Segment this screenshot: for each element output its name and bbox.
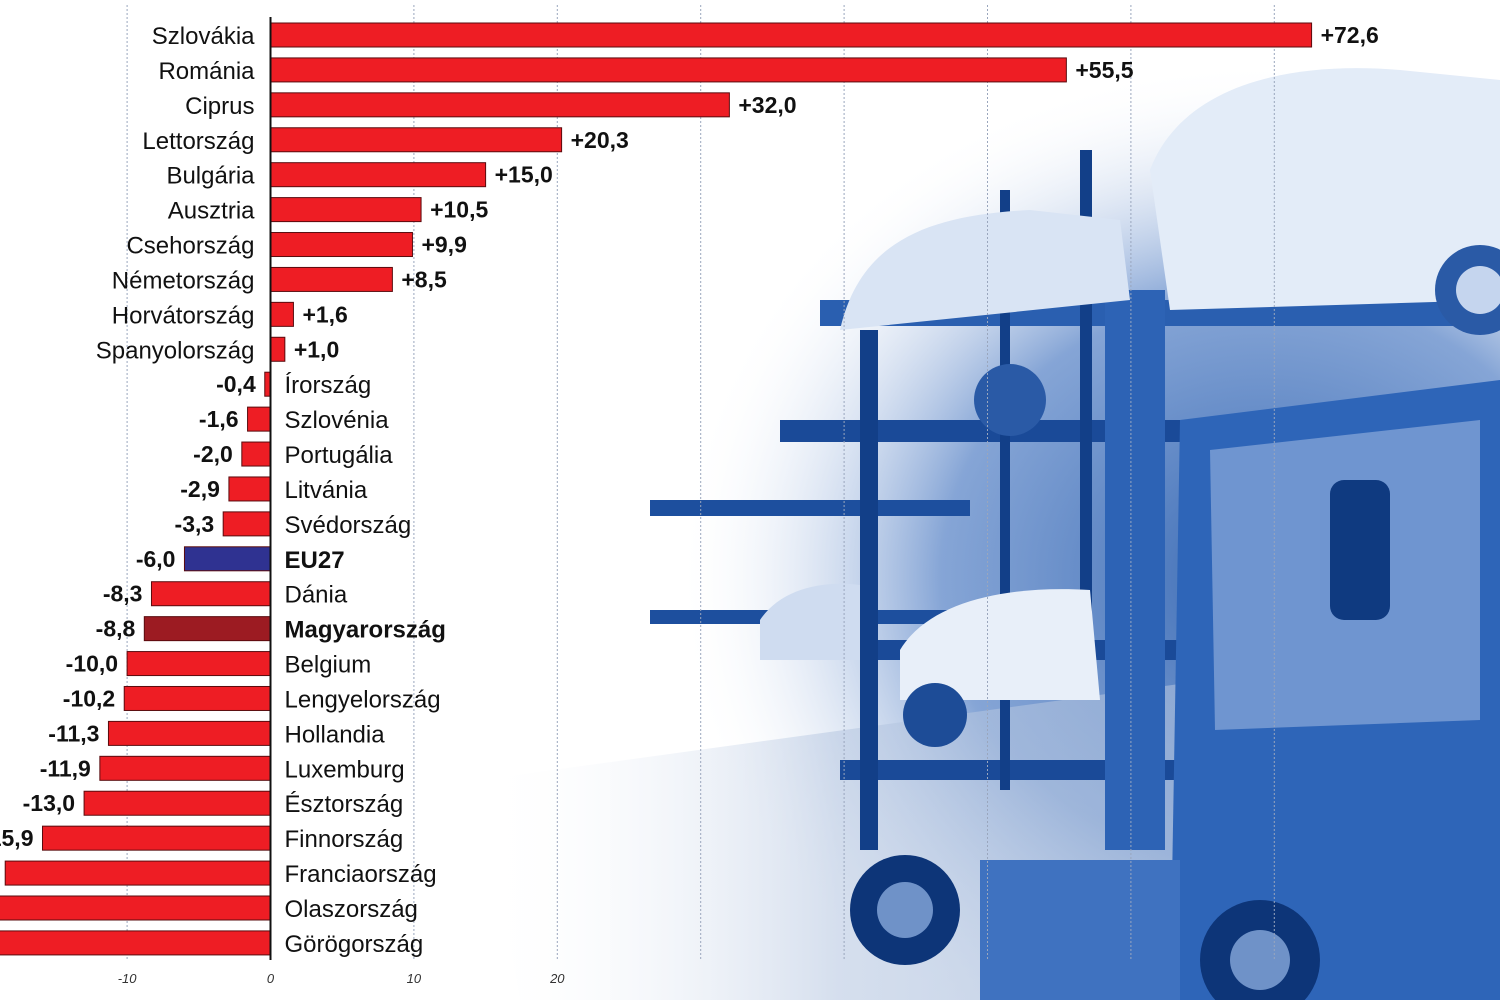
value-label: +1,6 <box>302 301 347 327</box>
category-label: EU27 <box>285 547 345 574</box>
value-label: +32,0 <box>738 92 796 118</box>
bar-21 <box>99 755 271 781</box>
category-label: Franciaország <box>285 861 437 888</box>
x-tick-label: 10 <box>407 971 422 986</box>
category-label: Magyarország <box>285 617 446 644</box>
value-label: +10,5 <box>430 197 488 223</box>
car-transporter-photo <box>430 60 1500 1000</box>
bar-17 <box>143 616 271 642</box>
x-tick-label: 0 <box>267 971 275 986</box>
value-label: +9,9 <box>421 232 466 258</box>
category-label: Szlovákia <box>152 23 255 50</box>
bar-22 <box>83 790 271 816</box>
bar-5 <box>270 197 422 223</box>
value-label: -13,0 <box>23 790 75 816</box>
chart-labels: Szlovákia +72,6 Románia +55,5 Ciprus +32,0 Let… <box>0 22 1379 958</box>
bar-7 <box>270 266 393 292</box>
bar-1 <box>270 57 1067 83</box>
x-tick-label: -10 <box>118 971 138 986</box>
bar-12 <box>241 441 272 467</box>
category-label: Bulgária <box>166 163 255 190</box>
category-label: Belgium <box>285 652 372 679</box>
bar-0 <box>270 22 1313 48</box>
category-label: Dánia <box>285 582 348 609</box>
bar-3 <box>270 127 563 153</box>
value-label: +1,0 <box>294 336 339 362</box>
value-label: -15,9 <box>0 825 33 851</box>
category-label: Ciprus <box>185 93 254 120</box>
category-label: Szlovénia <box>285 407 390 434</box>
value-label: -11,3 <box>48 720 99 746</box>
bar-8 <box>270 301 294 327</box>
bar-20 <box>107 720 272 746</box>
value-label: +20,3 <box>571 127 629 153</box>
category-label: Litvánia <box>285 477 368 504</box>
category-label: Lengyelország <box>285 686 441 713</box>
bar-23 <box>41 825 271 851</box>
value-label: -10,2 <box>63 685 115 711</box>
x-tick-label: 20 <box>549 971 565 986</box>
value-label: -8,8 <box>96 616 136 642</box>
category-label: Olaszország <box>285 896 418 923</box>
value-label: +15,0 <box>495 162 553 188</box>
x-axis-ticks: -10 0 10 20 <box>118 971 566 986</box>
category-label: Írország <box>285 372 372 399</box>
bar-19 <box>123 685 272 711</box>
bar-25 <box>0 895 272 921</box>
bar-13 <box>228 476 271 502</box>
bar-2 <box>270 92 730 118</box>
chart-grid <box>126 5 1275 960</box>
bar-14 <box>222 511 271 537</box>
value-label: -2,0 <box>193 441 233 467</box>
value-label: -11,9 <box>40 755 91 781</box>
category-label: Spanyolország <box>96 337 255 364</box>
category-label: Finnország <box>285 826 404 853</box>
value-label: -1,6 <box>199 406 239 432</box>
value-label: +72,6 <box>1321 22 1379 48</box>
value-label: +55,5 <box>1075 57 1133 83</box>
category-label: Görögország <box>285 931 424 958</box>
value-label: -0,4 <box>216 371 256 397</box>
category-label: Németország <box>112 267 255 294</box>
bar-11 <box>247 406 271 432</box>
bar-16 <box>150 581 271 607</box>
category-label: Lettország <box>142 128 254 155</box>
bar-4 <box>270 162 487 188</box>
value-label: -10,0 <box>66 651 118 677</box>
category-label: Észtország <box>285 791 404 818</box>
value-label: -8,3 <box>103 581 143 607</box>
category-label: Horvátország <box>112 302 255 329</box>
category-label: Svédország <box>285 512 412 539</box>
bar-18 <box>126 651 271 677</box>
bar-9 <box>270 336 286 362</box>
category-label: Románia <box>158 58 255 85</box>
value-label: -3,3 <box>175 511 215 537</box>
value-label: -2,9 <box>180 476 220 502</box>
bar-26 <box>0 930 272 956</box>
bar-15 <box>183 546 272 572</box>
category-label: Portugália <box>285 442 394 469</box>
chart-bars <box>0 22 1313 956</box>
category-label: Luxemburg <box>285 756 405 783</box>
value-label: -6,0 <box>136 546 176 572</box>
category-label: Csehország <box>126 233 254 260</box>
value-label: +8,5 <box>401 266 447 292</box>
category-label: Ausztria <box>168 198 255 225</box>
bar-6 <box>270 232 413 258</box>
category-label: Hollandia <box>285 721 386 748</box>
bar-24 <box>4 860 272 886</box>
